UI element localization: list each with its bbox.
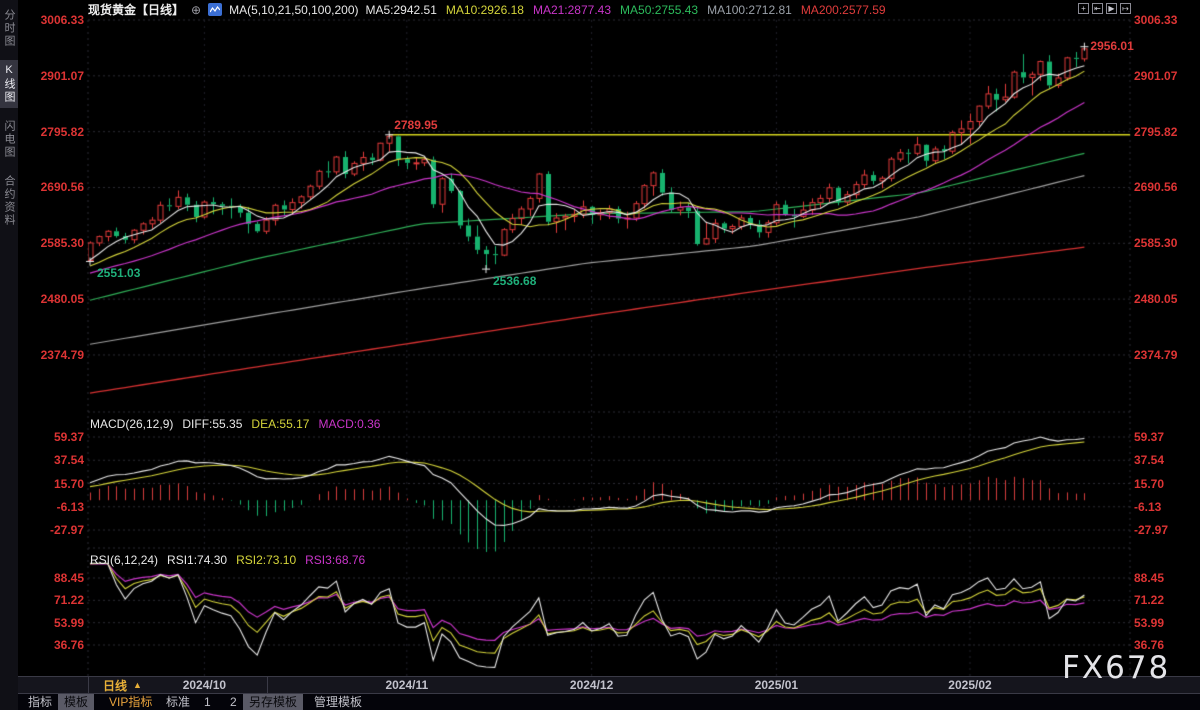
macd-value-label: MACD:0.36 — [318, 417, 381, 431]
sidebar-item-view[interactable]: 合约资料 — [3, 175, 15, 227]
ma-value: MA100:2712.81 — [707, 2, 792, 17]
tab-7[interactable]: 另存模板 — [243, 694, 304, 710]
fit-axis-icon[interactable]: ⇤ — [1092, 3, 1103, 14]
tab-3[interactable]: VIP指标 — [109, 695, 153, 709]
rsi-value-label: RSI(6,12,24) — [90, 553, 159, 567]
fx678-watermark: FX678 — [1062, 650, 1171, 686]
ma-value: MA10:2926.18 — [445, 2, 524, 17]
detach-icon[interactable]: ↦ — [1120, 3, 1131, 14]
chart-header: 现货黄金【日线】 ⊕ MA(5,10,21,50,100,200) MA5:294… — [88, 2, 886, 18]
tab-5[interactable]: 1 — [204, 695, 211, 709]
macd-value-label: DEA:55.17 — [251, 417, 310, 431]
tab-2[interactable]: 模板 — [58, 694, 95, 710]
chart-badge-icon[interactable] — [208, 3, 223, 16]
tab-4[interactable]: 标准 — [166, 695, 191, 709]
ma-values-group: MA5:2942.51 MA10:2926.18 MA21:2877.43 MA50:… — [366, 3, 886, 17]
period-label: 日线 — [103, 678, 128, 693]
sidebar-item-view[interactable]: 闪电图 — [3, 120, 15, 159]
rsi-value-label: RSI1:74.30 — [167, 553, 228, 567]
sidebar-item-view[interactable]: 分时图 — [3, 9, 15, 48]
period-selector[interactable]: 日线 ▲ — [88, 676, 268, 694]
pan-icon[interactable]: + — [1078, 3, 1089, 14]
sidebar: 分时图 K线图闪电图合约资料 — [0, 0, 18, 710]
tab-1[interactable]: 指标 — [28, 695, 53, 709]
play-axis-icon[interactable]: ▶ — [1106, 3, 1117, 14]
symbol-title: 现货黄金【日线】 — [88, 3, 185, 17]
macd-value-label: MACD(26,12,9) — [90, 417, 174, 431]
macd-header: MACD(26,12,9) DIFF:55.35 DEA:55.17 MACD:0.3… — [90, 417, 380, 431]
chart-toolbar: + ⇤ ▶ ↦ — [1078, 3, 1131, 14]
macd-value-label: DIFF:55.35 — [182, 417, 243, 431]
ma-value: MA200:2577.59 — [800, 2, 886, 17]
sidebar-item-selected[interactable]: K线图 — [0, 60, 18, 108]
rsi-value-label: RSI2:73.10 — [236, 553, 297, 567]
ma-params-label: MA(5,10,21,50,100,200) — [229, 2, 359, 17]
ma-value: MA5:2942.51 — [365, 2, 437, 17]
tab-6[interactable]: 2 — [230, 695, 237, 709]
tab-8[interactable]: 管理模板 — [314, 695, 363, 709]
period-arrow-icon: ▲ — [133, 680, 142, 690]
ma-value: MA50:2755.43 — [620, 2, 699, 17]
rsi-header: RSI(6,12,24) RSI1:74.30 RSI2:73.10 RSI3:68.… — [90, 553, 365, 567]
rsi-value-label: RSI3:68.76 — [305, 553, 366, 567]
bottom-tab-bar: 指标 模板 VIP指标 标准 1 2 另存模板 管理模板 — [0, 694, 1200, 710]
circle-plus-icon[interactable]: ⊕ — [191, 2, 202, 17]
date-axis-bar — [0, 676, 1200, 694]
ma-value: MA21:2877.43 — [532, 2, 612, 17]
